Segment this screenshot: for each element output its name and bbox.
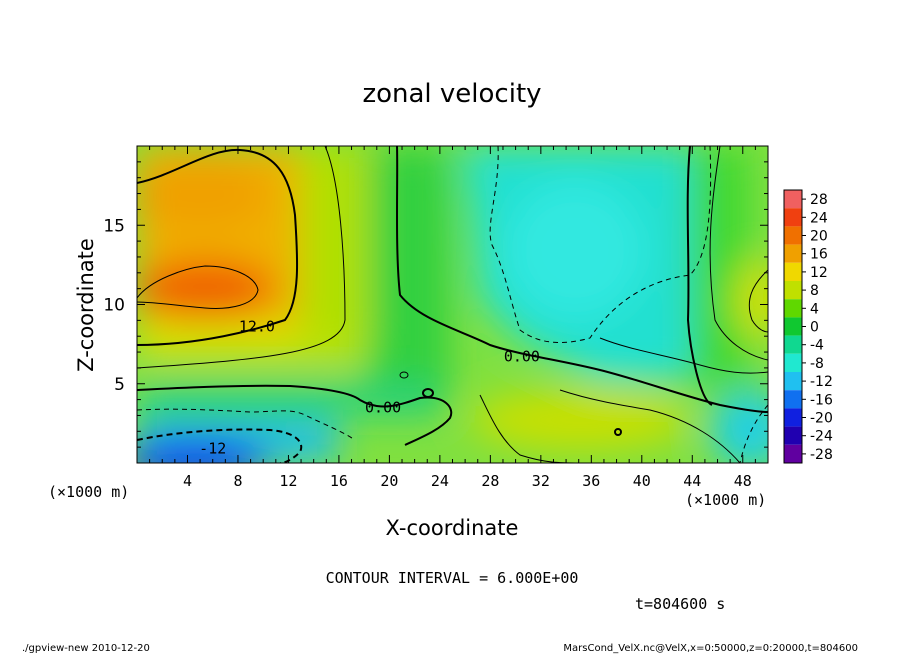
chart-title: zonal velocity xyxy=(362,79,541,109)
contour-18 xyxy=(137,265,259,309)
colorbar-swatch-6 xyxy=(784,299,802,318)
footer-left: ./gpview-new 2010-12-20 xyxy=(22,643,150,654)
colorbar-swatch-9 xyxy=(784,353,802,372)
colorbar-swatch-13 xyxy=(784,426,802,445)
x-tick-label-4: 20 xyxy=(380,472,398,490)
x-tick-label-5: 24 xyxy=(431,472,449,490)
colorbar-label-14: -28 xyxy=(810,447,833,463)
x-unit-label-left: (×1000 m) xyxy=(48,483,129,501)
x-tick-label-2: 12 xyxy=(279,472,297,490)
colorbar-label-4: 12 xyxy=(810,265,828,281)
contour-neg6-cyan xyxy=(489,146,712,343)
field-upper-orange xyxy=(137,160,270,230)
field-cyan-core xyxy=(505,180,645,320)
field-mid-yellow-green xyxy=(300,146,370,346)
colorbar-swatch-0 xyxy=(784,190,802,209)
plot-area: 12.0 0.00 0.00 -12 xyxy=(137,146,768,463)
y-tick-label-1: 10 xyxy=(103,296,125,316)
colorbar-swatch-8 xyxy=(784,335,802,354)
x-tick-label-11: 48 xyxy=(734,472,752,490)
x-tick-label-3: 16 xyxy=(330,472,348,490)
contour-0-right xyxy=(686,146,713,406)
colorbar-swatch-12 xyxy=(784,408,802,427)
colorbar-swatch-3 xyxy=(784,244,802,263)
contour-label-1: 0.00 xyxy=(504,348,540,366)
colorbar-swatch-7 xyxy=(784,317,802,336)
contour-labels: 12.0 0.00 0.00 -12 xyxy=(199,317,540,457)
colorbar-swatch-14 xyxy=(784,444,802,463)
x-tick-label-0: 4 xyxy=(183,472,192,490)
colorbar-label-9: -8 xyxy=(810,356,824,372)
colorbar-swatch-10 xyxy=(784,372,802,391)
contours xyxy=(137,146,768,463)
colorbar-swatch-1 xyxy=(784,208,802,227)
x-tick-label-6: 28 xyxy=(481,472,499,490)
colorbar-label-11: -16 xyxy=(810,392,833,408)
field-lower-yellow xyxy=(470,390,690,450)
colorbar-label-6: 4 xyxy=(810,301,819,317)
y-tick-label-2: 15 xyxy=(103,216,125,236)
contour-label-2: 0.00 xyxy=(365,398,401,416)
contour-12-upper xyxy=(137,148,299,346)
colorbar-label-10: -12 xyxy=(810,374,833,390)
contour-0-main xyxy=(396,146,768,413)
colorbar-label-13: -24 xyxy=(810,429,833,445)
x-tick-label-7: 32 xyxy=(532,472,550,490)
x-unit-label-right: (×1000 m) xyxy=(685,491,766,509)
field-core-red-orange xyxy=(137,260,275,320)
contour-12-right xyxy=(748,269,768,333)
contour-label-3: -12 xyxy=(199,439,226,457)
colorbar-swatch-5 xyxy=(784,281,802,300)
contour-neg6-right-lower xyxy=(739,404,768,463)
y-axis-label: Z-coordinate xyxy=(74,238,98,372)
field-lower-left-green xyxy=(137,385,437,415)
contour-small-loop-2 xyxy=(399,371,409,379)
footer-right: MarsCond_VelX.nc@VelX,x=0:50000,z=0:2000… xyxy=(563,643,858,654)
y-axis-ticks: 5 10 15 xyxy=(103,161,768,448)
colorbar-label-12: -20 xyxy=(810,411,833,427)
contour-6-left xyxy=(137,146,346,369)
colorbar-swatch-2 xyxy=(784,226,802,245)
y-tick-label-0: 5 xyxy=(114,375,125,395)
colorbar-label-8: -4 xyxy=(810,338,824,354)
time-label: t=804600 s xyxy=(635,595,725,613)
contour-0-lower xyxy=(137,384,453,446)
colorbar-label-7: 0 xyxy=(810,320,819,336)
contour-neg6-lower-left xyxy=(137,408,356,441)
colorbar-swatch-4 xyxy=(784,262,802,281)
colorbar-swatch-11 xyxy=(784,390,802,409)
colorbar-label-0: 28 xyxy=(810,192,828,208)
x-tick-label-9: 40 xyxy=(633,472,651,490)
contour-small-loop-3 xyxy=(614,428,622,436)
field-center-green xyxy=(370,146,450,406)
colorbar-label-1: 24 xyxy=(810,210,828,226)
colorbar: 28 24 20 16 12 8 4 0 -4 -8 -12 -16 -20 -24 -28 xyxy=(783,189,833,464)
contour-6-right xyxy=(709,146,768,361)
contour-interval: CONTOUR INTERVAL = 6.000E+00 xyxy=(326,569,579,587)
colorbar-label-5: 8 xyxy=(810,283,819,299)
field-bottom-blue xyxy=(137,438,270,463)
x-tick-label-10: 44 xyxy=(683,472,701,490)
field-right-lower-cyan xyxy=(710,390,768,463)
contour-6-lower-right xyxy=(559,389,741,463)
contour-label-0: 12.0 xyxy=(239,317,275,335)
field-right-green xyxy=(690,146,750,386)
x-tick-label-8: 36 xyxy=(582,472,600,490)
x-axis-ticks: 4 8 12 16 20 24 28 32 36 40 44 48 xyxy=(149,146,756,490)
colorbar-label-2: 20 xyxy=(810,229,828,245)
field-right-yellow xyxy=(735,260,768,340)
contour-small-loop-1 xyxy=(422,388,434,398)
x-axis-label: X-coordinate xyxy=(386,516,519,540)
x-tick-label-1: 8 xyxy=(233,472,242,490)
colorbar-label-3: 16 xyxy=(810,247,828,263)
contour-6-right-lower xyxy=(599,337,768,374)
